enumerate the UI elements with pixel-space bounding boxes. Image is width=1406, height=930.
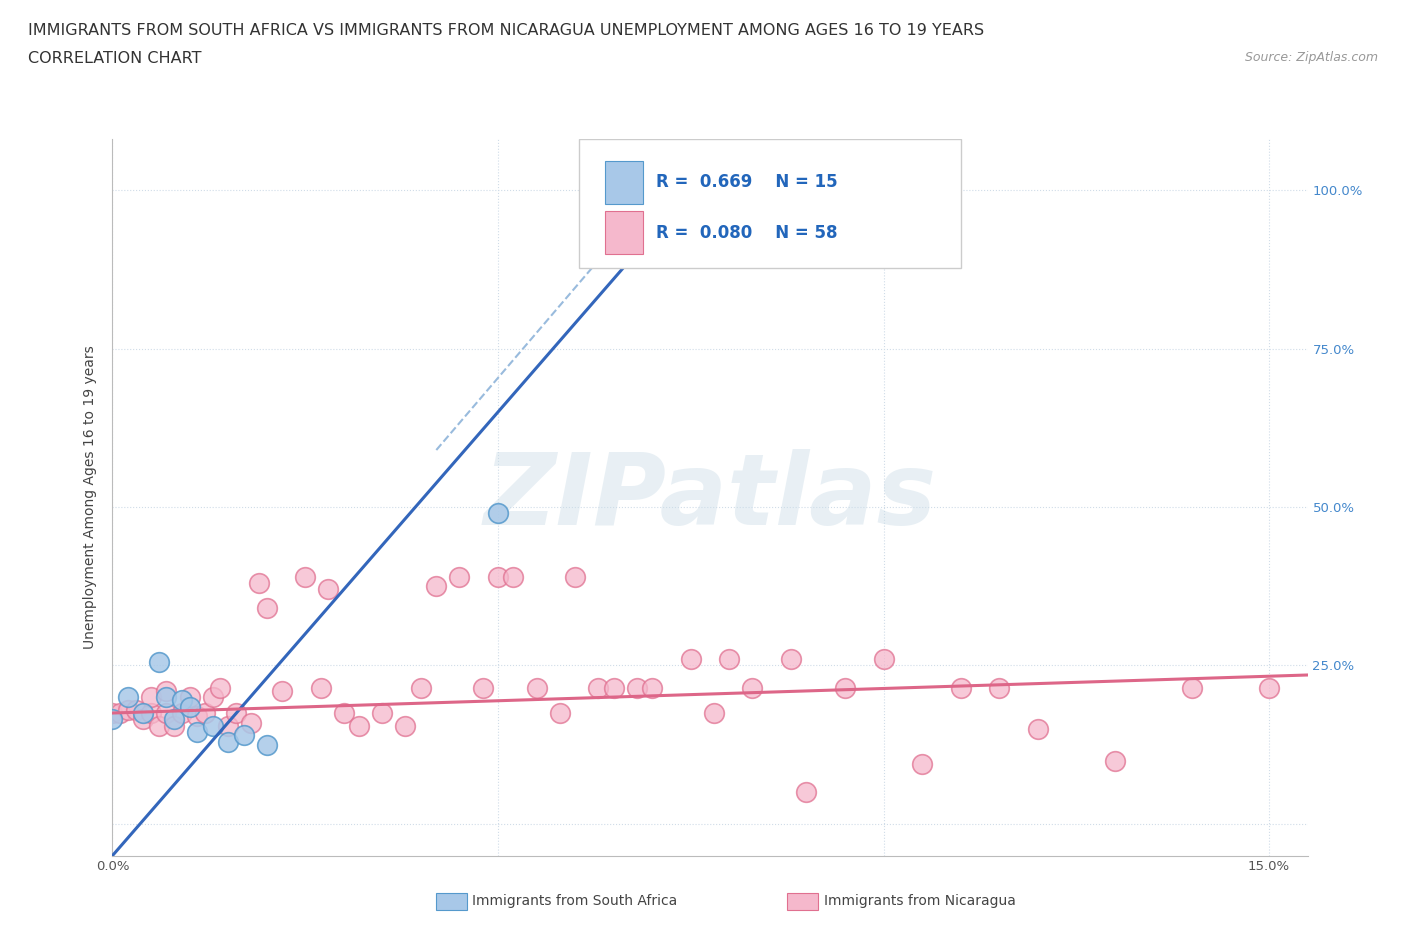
Point [201, 690, 224, 705]
Point [179, 690, 201, 705]
Point [394, 718, 416, 733]
Text: Source: ZipAtlas.com: Source: ZipAtlas.com [1244, 51, 1378, 64]
Point [117, 690, 139, 705]
Point [163, 718, 186, 733]
Point [124, 702, 146, 717]
Point [1104, 753, 1126, 768]
Point [201, 718, 224, 733]
Point [155, 706, 177, 721]
Y-axis label: Unemployment Among Ages 16 to 19 years: Unemployment Among Ages 16 to 19 years [83, 346, 97, 649]
Point [186, 724, 208, 739]
Point [626, 680, 648, 695]
FancyBboxPatch shape [579, 140, 960, 269]
Point [217, 734, 239, 749]
Point [741, 680, 763, 695]
Text: ZIPatlas: ZIPatlas [484, 449, 936, 546]
Point [988, 680, 1011, 695]
Point [318, 582, 340, 597]
Point [449, 569, 471, 584]
Point [139, 706, 162, 721]
Point [225, 706, 247, 721]
Point [148, 718, 170, 733]
Point [155, 684, 177, 698]
Point [949, 680, 972, 695]
Text: Immigrants from South Africa: Immigrants from South Africa [472, 894, 678, 909]
Point [117, 702, 139, 717]
Point [132, 706, 155, 721]
Point [347, 718, 370, 733]
Point [626, 208, 648, 223]
Text: R =  0.080    N = 58: R = 0.080 N = 58 [657, 223, 838, 242]
Point [780, 652, 803, 667]
Point [796, 785, 818, 800]
Point [641, 680, 664, 695]
Point [186, 709, 208, 724]
Point [240, 715, 263, 730]
Text: Immigrants from Nicaragua: Immigrants from Nicaragua [824, 894, 1015, 909]
Point [194, 706, 217, 721]
Point [179, 699, 201, 714]
Point [679, 652, 702, 667]
Point [170, 693, 193, 708]
Point [108, 706, 131, 721]
Point [564, 569, 586, 584]
Point [163, 711, 186, 726]
Point [872, 652, 894, 667]
Point [209, 680, 232, 695]
Point [148, 655, 170, 670]
Text: IMMIGRANTS FROM SOUTH AFRICA VS IMMIGRANTS FROM NICARAGUA UNEMPLOYMENT AMONG AGE: IMMIGRANTS FROM SOUTH AFRICA VS IMMIGRAN… [28, 23, 984, 38]
Point [256, 737, 278, 752]
Point [486, 569, 509, 584]
Point [294, 569, 316, 584]
Point [271, 684, 294, 698]
Point [139, 690, 162, 705]
Point [526, 680, 548, 695]
Bar [605, 211, 643, 254]
Point [170, 706, 193, 721]
Point [602, 680, 624, 695]
Point [132, 711, 155, 726]
Point [101, 711, 124, 726]
Point [703, 706, 725, 721]
Point [834, 680, 856, 695]
Point [256, 601, 278, 616]
Point [1026, 722, 1049, 737]
Point [155, 690, 177, 705]
Point [486, 506, 509, 521]
Point [425, 578, 447, 593]
Point [586, 680, 609, 695]
Point [471, 680, 494, 695]
Point [548, 706, 571, 721]
Point [409, 680, 432, 695]
Text: CORRELATION CHART: CORRELATION CHART [28, 51, 201, 66]
Point [309, 680, 332, 695]
Point [247, 576, 270, 591]
Point [1181, 680, 1204, 695]
Point [217, 718, 239, 733]
Text: R =  0.669    N = 15: R = 0.669 N = 15 [657, 174, 838, 192]
Bar [605, 161, 643, 204]
Point [371, 706, 394, 721]
Point [502, 569, 524, 584]
Point [1258, 680, 1281, 695]
Point [333, 706, 356, 721]
Point [718, 652, 741, 667]
Point [101, 706, 124, 721]
Point [232, 728, 254, 743]
Point [911, 756, 934, 771]
